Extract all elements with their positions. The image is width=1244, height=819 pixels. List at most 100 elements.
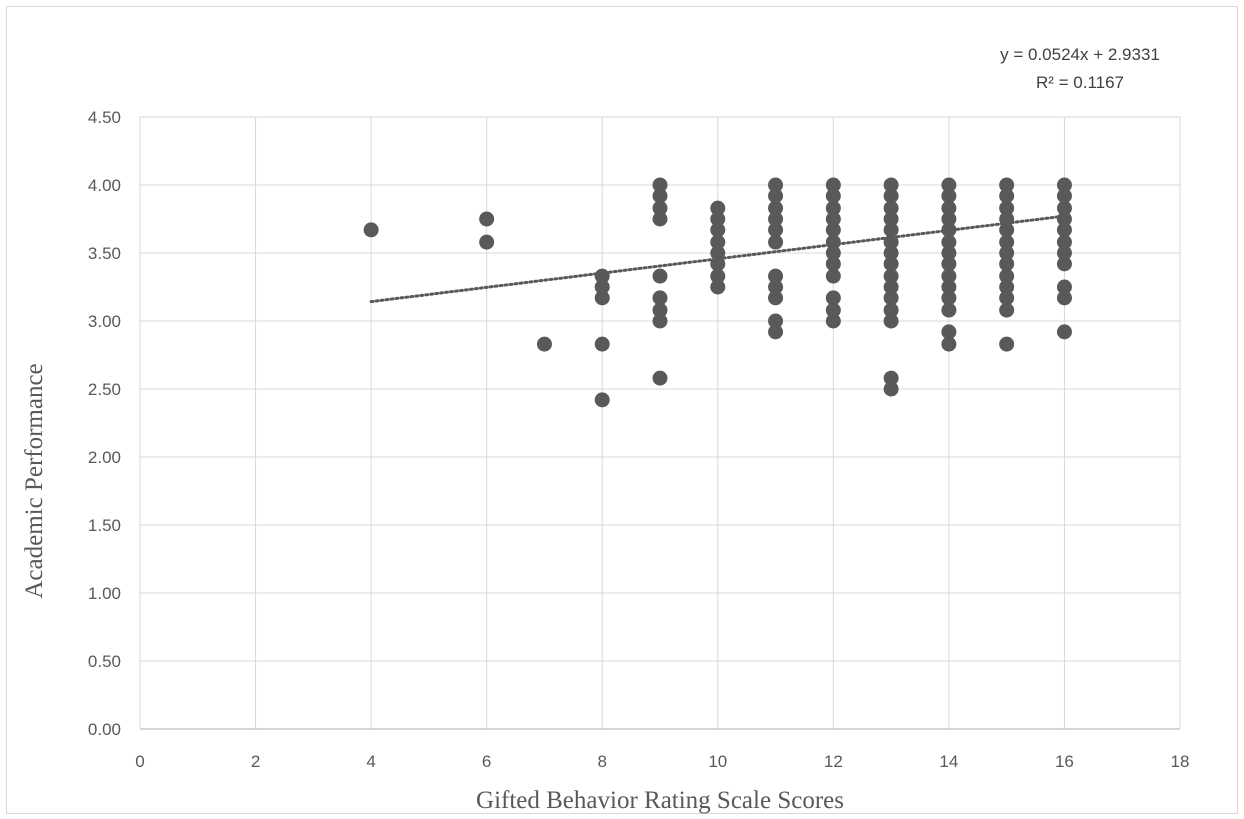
data-point [883, 256, 899, 272]
x-tick-label: 12 [824, 752, 843, 771]
data-point [594, 268, 610, 284]
data-point [1056, 200, 1072, 216]
data-point [999, 200, 1015, 216]
data-point [883, 268, 899, 284]
data-point [825, 234, 841, 250]
data-point [1056, 177, 1072, 193]
data-point [883, 381, 899, 397]
y-tick-label: 3.00 [88, 312, 121, 331]
data-point [1056, 222, 1072, 238]
data-point [883, 302, 899, 318]
trendline-r-squared: R² = 0.1167 [1036, 73, 1124, 92]
data-point [652, 200, 668, 216]
x-tick-label: 16 [1055, 752, 1074, 771]
data-point [999, 177, 1015, 193]
data-point [941, 290, 957, 306]
y-tick-label: 4.50 [88, 108, 121, 127]
data-point [825, 188, 841, 204]
data-point [710, 200, 726, 216]
data-point [1056, 324, 1072, 340]
data-point [652, 211, 668, 227]
data-point [883, 200, 899, 216]
y-tick-label: 3.50 [88, 244, 121, 263]
data-point [710, 245, 726, 261]
data-point [710, 268, 726, 284]
data-point [479, 211, 495, 227]
data-point [941, 324, 957, 340]
data-point [825, 177, 841, 193]
data-point [999, 188, 1015, 204]
data-point [652, 370, 668, 386]
x-tick-label: 6 [482, 752, 491, 771]
data-point [999, 245, 1015, 261]
data-point [941, 234, 957, 250]
data-point [999, 279, 1015, 295]
data-point [825, 268, 841, 284]
data-point [710, 222, 726, 238]
data-point [768, 268, 784, 284]
data-point [883, 313, 899, 329]
data-point [825, 211, 841, 227]
data-point [594, 336, 610, 352]
data-point [825, 256, 841, 272]
data-point [479, 234, 495, 250]
data-point [883, 234, 899, 250]
data-point [941, 336, 957, 352]
data-point [999, 256, 1015, 272]
data-point [768, 313, 784, 329]
data-point [999, 290, 1015, 306]
y-tick-label: 0.50 [88, 652, 121, 671]
x-tick-label: 14 [939, 752, 958, 771]
data-point [941, 222, 957, 238]
data-point [941, 245, 957, 261]
data-point [652, 302, 668, 318]
y-axis-title: Academic Performance [21, 363, 48, 598]
data-point [652, 188, 668, 204]
data-point [825, 200, 841, 216]
data-point [999, 211, 1015, 227]
data-point [710, 279, 726, 295]
data-point [883, 211, 899, 227]
data-point [999, 234, 1015, 250]
gridlines [140, 116, 1181, 729]
data-point [652, 290, 668, 306]
data-point [941, 279, 957, 295]
data-point [710, 211, 726, 227]
data-point [941, 177, 957, 193]
y-tick-label: 0.00 [88, 720, 121, 739]
data-point [768, 211, 784, 227]
data-point [883, 188, 899, 204]
chart-frame [6, 6, 1238, 814]
data-point [1056, 211, 1072, 227]
x-tick-label: 4 [366, 752, 375, 771]
data-point [1056, 234, 1072, 250]
data-point [710, 234, 726, 250]
data-point [999, 302, 1015, 318]
x-tick-label: 0 [135, 752, 144, 771]
data-point [941, 302, 957, 318]
data-point [999, 222, 1015, 238]
data-point [768, 177, 784, 193]
data-point [941, 200, 957, 216]
data-point [594, 392, 610, 408]
data-point [1056, 290, 1072, 306]
y-tick-label: 4.00 [88, 176, 121, 195]
data-point [999, 268, 1015, 284]
data-point [999, 336, 1015, 352]
data-point [652, 313, 668, 329]
data-point [768, 290, 784, 306]
data-point [825, 302, 841, 318]
data-point [768, 200, 784, 216]
data-point [1056, 256, 1072, 272]
data-point [1056, 188, 1072, 204]
data-point [768, 324, 784, 340]
data-point [1056, 279, 1072, 295]
y-tick-label: 2.00 [88, 448, 121, 467]
x-tick-label: 2 [251, 752, 260, 771]
data-point [652, 268, 668, 284]
axes [139, 117, 1180, 730]
data-point [594, 290, 610, 306]
trendline-equation: y = 0.0524x + 2.9331 [1000, 45, 1160, 64]
data-point [883, 290, 899, 306]
